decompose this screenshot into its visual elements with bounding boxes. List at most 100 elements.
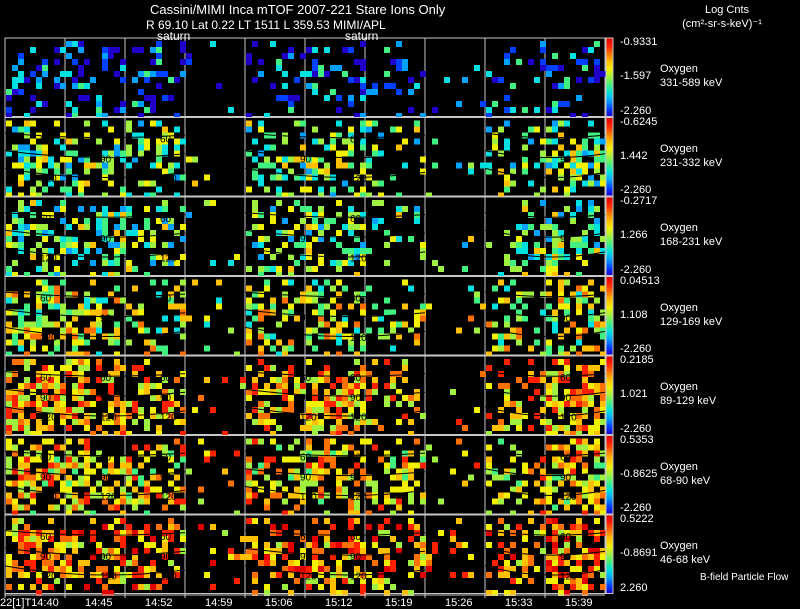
data-cell bbox=[570, 321, 576, 328]
data-cell bbox=[60, 566, 66, 572]
data-cell bbox=[138, 450, 144, 457]
data-cell bbox=[18, 339, 24, 346]
data-cell bbox=[414, 333, 420, 340]
data-cell bbox=[306, 444, 312, 451]
data-cell bbox=[300, 206, 306, 212]
data-cell bbox=[354, 498, 360, 505]
data-cell bbox=[420, 413, 426, 419]
data-cell bbox=[588, 383, 594, 389]
data-cell bbox=[546, 279, 552, 286]
data-cell bbox=[54, 444, 60, 451]
data-cell bbox=[66, 150, 72, 157]
colorbar-mid-label: -0.8625 bbox=[620, 467, 658, 480]
data-cell bbox=[546, 486, 552, 493]
data-cell bbox=[96, 138, 102, 145]
data-cell bbox=[420, 572, 426, 578]
data-cell bbox=[528, 425, 534, 431]
data-cell bbox=[312, 156, 318, 163]
data-cell bbox=[336, 95, 342, 101]
data-cell bbox=[102, 65, 108, 71]
data-cell bbox=[390, 59, 396, 65]
data-cell bbox=[78, 401, 84, 407]
data-cell bbox=[348, 303, 354, 310]
data-cell bbox=[102, 419, 108, 425]
data-cell bbox=[108, 524, 114, 530]
data-cell bbox=[576, 309, 582, 316]
data-cell bbox=[582, 138, 588, 145]
data-cell bbox=[150, 542, 156, 548]
data-cell bbox=[576, 150, 582, 157]
data-cell bbox=[348, 339, 354, 346]
data-cell bbox=[84, 242, 90, 248]
data-cell bbox=[180, 444, 186, 451]
data-cell bbox=[78, 504, 84, 511]
data-cell bbox=[348, 47, 354, 53]
data-cell bbox=[96, 230, 102, 236]
data-cell bbox=[420, 168, 426, 175]
data-cell bbox=[552, 101, 558, 107]
data-cell bbox=[384, 566, 390, 572]
data-cell bbox=[354, 462, 360, 469]
data-cell bbox=[504, 468, 510, 475]
contour-label: 90 bbox=[300, 472, 312, 483]
data-cell bbox=[102, 230, 108, 236]
data-cell bbox=[570, 218, 576, 224]
data-cell bbox=[60, 542, 66, 548]
data-cell bbox=[576, 413, 582, 419]
data-cell bbox=[264, 504, 270, 511]
data-cell bbox=[504, 492, 510, 499]
data-cell bbox=[492, 77, 498, 83]
data-cell bbox=[42, 365, 48, 371]
data-cell bbox=[258, 351, 264, 358]
data-cell bbox=[582, 389, 588, 395]
data-cell bbox=[258, 389, 264, 395]
data-cell bbox=[156, 150, 162, 157]
contour-label: 120 bbox=[160, 333, 177, 344]
contour-label: 90 bbox=[40, 552, 52, 563]
data-cell bbox=[492, 468, 498, 475]
data-cell bbox=[54, 462, 60, 469]
data-cell bbox=[276, 492, 282, 499]
data-cell bbox=[18, 224, 24, 230]
data-cell bbox=[150, 242, 156, 248]
data-cell bbox=[168, 536, 174, 542]
data-cell bbox=[120, 510, 126, 517]
data-cell bbox=[348, 206, 354, 212]
data-cell bbox=[390, 126, 396, 133]
data-cell bbox=[402, 450, 408, 457]
chart-title: Cassini/MIMI Inca mTOF 2007-221 Stare Io… bbox=[150, 2, 446, 17]
data-cell bbox=[522, 492, 528, 499]
data-cell bbox=[384, 83, 390, 89]
data-cell bbox=[18, 401, 24, 407]
data-cell bbox=[72, 315, 78, 322]
data-cell bbox=[108, 126, 114, 133]
data-cell bbox=[108, 47, 114, 53]
data-cell bbox=[264, 419, 270, 425]
data-cell bbox=[60, 536, 66, 542]
data-cell bbox=[336, 450, 342, 457]
data-cell bbox=[108, 260, 114, 266]
data-cell bbox=[174, 230, 180, 236]
data-cell bbox=[312, 542, 318, 548]
data-cell bbox=[384, 71, 390, 77]
data-cell bbox=[522, 168, 528, 175]
data-cell bbox=[24, 560, 30, 566]
data-cell bbox=[18, 53, 24, 59]
data-cell bbox=[6, 236, 12, 242]
data-cell bbox=[552, 377, 558, 383]
data-cell bbox=[558, 248, 564, 254]
data-cell bbox=[78, 365, 84, 371]
data-cell bbox=[498, 192, 504, 199]
data-cell bbox=[156, 186, 162, 193]
data-cell bbox=[420, 254, 426, 260]
data-cell bbox=[258, 401, 264, 407]
colorbar-min-label: -2.260 bbox=[620, 502, 652, 514]
data-cell bbox=[588, 554, 594, 560]
data-cell bbox=[102, 377, 108, 383]
data-cell bbox=[180, 41, 186, 47]
data-cell bbox=[354, 248, 360, 254]
data-cell bbox=[96, 462, 102, 469]
data-cell bbox=[504, 230, 510, 236]
data-cell bbox=[378, 315, 384, 322]
data-cell bbox=[522, 560, 528, 566]
